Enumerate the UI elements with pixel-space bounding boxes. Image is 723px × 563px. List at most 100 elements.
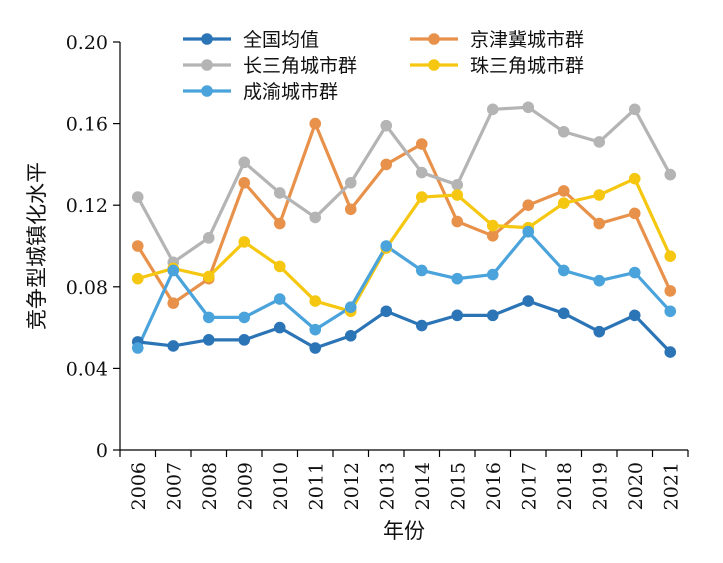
data-point (238, 156, 251, 169)
y-tick-label: 0.16 (66, 114, 108, 136)
data-point (131, 191, 144, 203)
axes (113, 41, 689, 457)
data-point (486, 230, 499, 242)
x-tick-label: 2014 (412, 462, 434, 510)
data-point (238, 311, 251, 324)
data-point (628, 309, 641, 322)
x-tick-label: 2006 (128, 462, 150, 510)
legend-label: 全国均值 (243, 29, 319, 51)
legend-item: 珠三角城市群 (410, 55, 584, 77)
x-axis-title: 年份 (383, 519, 425, 543)
data-point (380, 240, 393, 252)
y-tick-label: 0.08 (66, 277, 108, 299)
data-point (593, 136, 606, 148)
legend-item: 成渝城市群 (183, 81, 338, 103)
data-point (380, 119, 393, 132)
data-point (344, 176, 357, 189)
data-point (273, 187, 286, 199)
legend-item: 长三角城市群 (183, 55, 357, 77)
legend-item: 全国均值 (183, 29, 319, 51)
data-point (238, 176, 251, 189)
data-point (557, 264, 570, 277)
data-point (628, 103, 641, 116)
data-point (344, 203, 357, 216)
data-point (238, 334, 251, 346)
data-point (628, 172, 641, 185)
x-tick-label: 2021 (660, 462, 682, 510)
data-point (344, 301, 357, 314)
data-point (273, 293, 286, 305)
series-points (131, 101, 677, 358)
data-point (451, 189, 464, 201)
legend-item: 京津冀城市群 (410, 29, 584, 51)
data-point (415, 319, 428, 332)
data-point (309, 117, 322, 130)
data-point (593, 189, 606, 201)
data-point (273, 217, 286, 230)
data-point (309, 211, 322, 224)
x-tick-label: 2011 (305, 462, 327, 510)
y-tick-labels: 0 0.04 0.08 0.12 0.16 0.20 (66, 32, 108, 462)
x-tick-label: 2019 (589, 462, 611, 510)
data-point (486, 309, 499, 322)
data-point (557, 197, 570, 209)
data-point (415, 138, 428, 150)
data-point (451, 179, 464, 191)
legend-marker (428, 59, 440, 71)
y-tick-label: 0.12 (66, 195, 108, 217)
x-tick-label: 2018 (554, 462, 576, 510)
data-point (522, 225, 535, 238)
y-tick-label: 0.20 (66, 32, 108, 54)
data-point (238, 236, 251, 248)
data-point (522, 199, 535, 211)
data-point (309, 295, 322, 307)
data-point (522, 295, 535, 307)
x-tick-label: 2007 (163, 462, 185, 510)
data-point (273, 260, 286, 273)
data-point (664, 346, 677, 358)
x-tick-label: 2020 (625, 462, 647, 510)
data-point (167, 297, 180, 309)
legend-marker (201, 85, 213, 97)
x-tick-label: 2015 (447, 462, 469, 510)
data-point (451, 309, 464, 322)
data-point (415, 191, 428, 203)
legend-label: 京津冀城市群 (470, 29, 584, 51)
series-line (136, 121, 672, 305)
legend-label: 长三角城市群 (243, 55, 357, 77)
data-point (131, 240, 144, 252)
legend-marker (201, 59, 213, 71)
data-point (202, 334, 215, 346)
data-point (486, 268, 499, 281)
y-tick-label: 0 (96, 440, 108, 462)
data-point (486, 103, 499, 116)
data-point (131, 272, 144, 285)
data-point (415, 264, 428, 277)
data-point (202, 311, 215, 324)
data-point (202, 232, 215, 244)
data-point (593, 217, 606, 230)
data-point (451, 215, 464, 228)
data-point (486, 219, 499, 232)
x-tick-label: 2010 (270, 462, 292, 510)
x-tick-labels: 2006 2007 2008 2009 2010 2011 2012 2013 2014 2015… (128, 462, 683, 510)
data-point (522, 101, 535, 114)
x-tick-label: 2013 (376, 462, 398, 510)
series-lines (136, 105, 672, 354)
series-line (137, 177, 672, 313)
legend-marker (201, 33, 213, 45)
data-point (380, 158, 393, 171)
data-point (415, 166, 428, 179)
data-point (628, 266, 641, 279)
x-tick-label: 2016 (483, 462, 505, 510)
x-tick-label: 2008 (199, 462, 221, 510)
x-tick-label: 2009 (234, 462, 256, 510)
data-point (664, 250, 677, 262)
legend-marker (428, 33, 440, 45)
data-point (593, 325, 606, 338)
data-point (167, 340, 180, 352)
data-point (664, 168, 677, 181)
data-point (309, 342, 322, 354)
data-point (202, 270, 215, 283)
